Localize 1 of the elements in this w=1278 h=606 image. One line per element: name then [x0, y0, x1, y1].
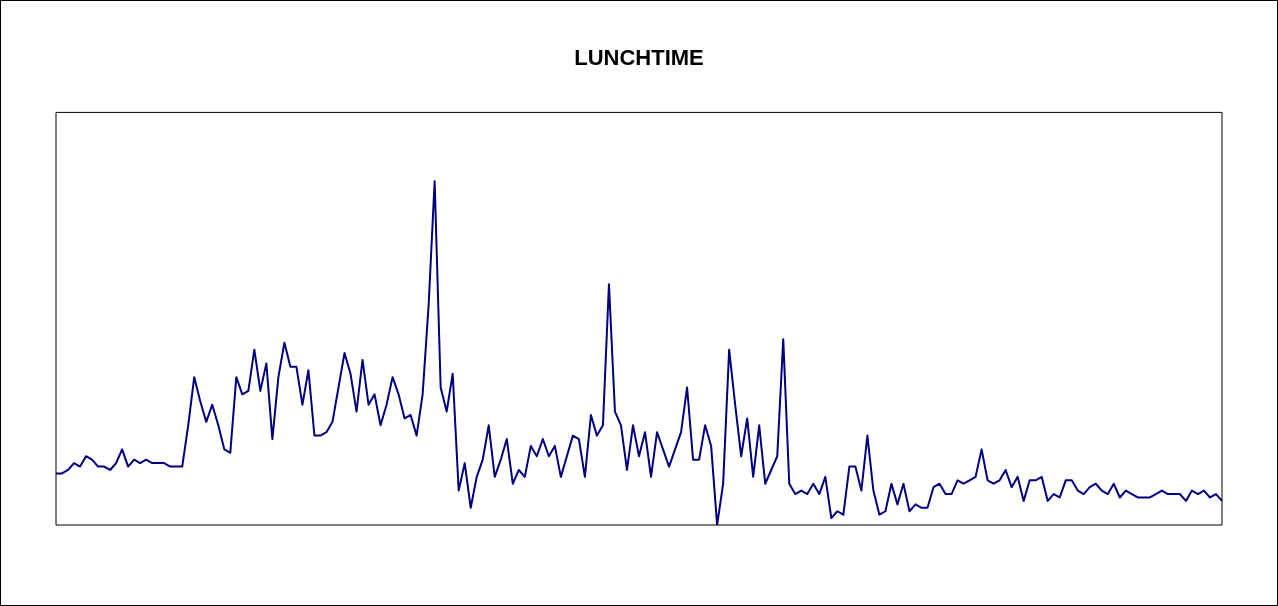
- chart-title: LUNCHTIME: [574, 45, 704, 71]
